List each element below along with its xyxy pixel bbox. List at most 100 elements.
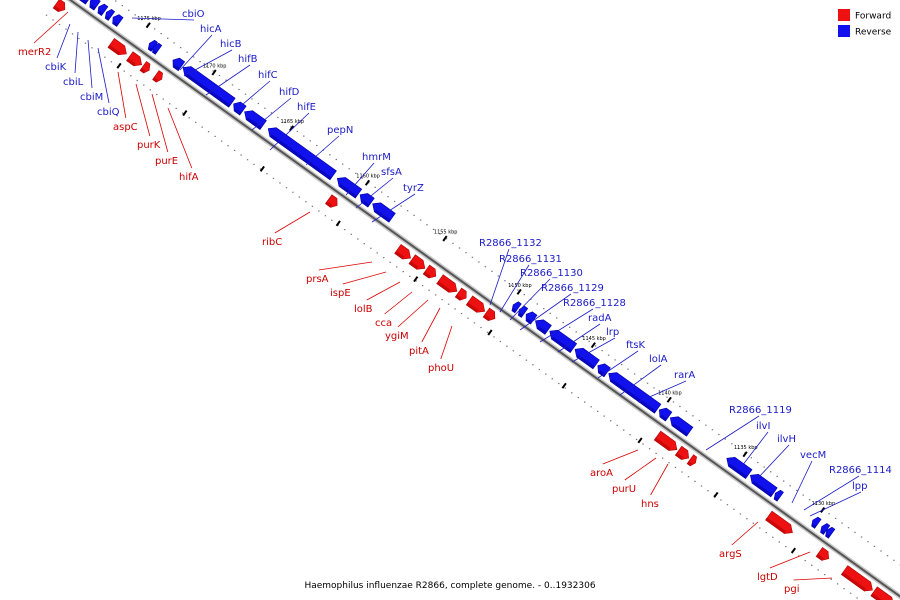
gene-cbiK[interactable] bbox=[73, 0, 93, 5]
gene-lrp[interactable] bbox=[595, 361, 611, 378]
gene-argS[interactable] bbox=[765, 510, 796, 537]
gene-R2866_1129[interactable] bbox=[532, 316, 552, 335]
gene-lolA[interactable] bbox=[656, 405, 673, 422]
gene-label-cbiL[interactable]: cbiL bbox=[63, 77, 84, 88]
gene-hns[interactable] bbox=[686, 454, 699, 468]
gene-label-pitA[interactable]: pitA bbox=[409, 346, 429, 357]
gene-R2866_1132[interactable] bbox=[510, 300, 522, 314]
gene-label-ilvI[interactable]: ilvI bbox=[756, 421, 770, 432]
gene-label-cca[interactable]: cca bbox=[375, 318, 392, 329]
gene-rarA[interactable] bbox=[667, 413, 694, 437]
gene-label-tyrZ[interactable]: tyrZ bbox=[403, 183, 424, 194]
gene-label-aspC[interactable]: aspC bbox=[113, 122, 138, 133]
gene-label-R2866_1119[interactable]: R2866_1119 bbox=[729, 405, 792, 416]
gene-cbiO[interactable] bbox=[110, 13, 124, 27]
gene-lgtD[interactable] bbox=[815, 547, 832, 563]
gene-arrow[interactable] bbox=[747, 471, 778, 498]
gene-sfsA[interactable] bbox=[357, 190, 375, 208]
gene-label-hifD[interactable]: hifD bbox=[279, 87, 300, 98]
gene-lpp[interactable] bbox=[824, 526, 836, 539]
gene-label-R2866_1129[interactable]: R2866_1129 bbox=[541, 283, 604, 294]
gene-vecM[interactable] bbox=[810, 516, 822, 529]
gene-label-argS[interactable]: argS bbox=[719, 549, 742, 560]
gene-purE[interactable] bbox=[139, 61, 152, 74]
gene-label-hns[interactable]: hns bbox=[641, 499, 659, 510]
gene-radA[interactable] bbox=[572, 345, 600, 370]
gene-arrow[interactable] bbox=[241, 107, 267, 130]
gene-label-cbiQ[interactable]: cbiQ bbox=[97, 107, 120, 118]
gene-arrow[interactable] bbox=[547, 327, 578, 353]
gene-label-hicB[interactable]: hicB bbox=[220, 39, 242, 50]
gene-label-rarA[interactable]: rarA bbox=[674, 370, 695, 381]
gene-label-ispE[interactable]: ispE bbox=[330, 288, 351, 299]
gene-tyrZ[interactable] bbox=[369, 199, 396, 223]
gene-label-purU[interactable]: purU bbox=[612, 484, 636, 495]
gene-ilvI[interactable] bbox=[747, 471, 778, 498]
gene-purU[interactable] bbox=[674, 445, 692, 462]
gene-label-vecM[interactable]: vecM bbox=[800, 450, 826, 461]
gene-arrow[interactable] bbox=[686, 454, 699, 468]
gene-arrow[interactable] bbox=[73, 0, 93, 5]
gene-label-ygiM[interactable]: ygiM bbox=[385, 331, 409, 342]
gene-label-aroA[interactable]: aroA bbox=[590, 468, 613, 479]
gene-label-hmrM[interactable]: hmrM bbox=[362, 152, 391, 163]
gene-label-hifB[interactable]: hifB bbox=[238, 54, 258, 65]
gene-pgi[interactable] bbox=[840, 565, 875, 595]
gene-hmrM[interactable] bbox=[334, 174, 363, 199]
gene-label-phoU[interactable]: phoU bbox=[428, 363, 454, 374]
gene-label-cbiO[interactable]: cbiO bbox=[182, 9, 205, 20]
gene-hicB[interactable] bbox=[150, 42, 163, 55]
gene-cca[interactable] bbox=[436, 274, 460, 296]
gene-label-cbiM[interactable]: cbiM bbox=[80, 92, 103, 103]
gene-arrow[interactable] bbox=[265, 124, 337, 181]
gene-label-lolB[interactable]: lolB bbox=[354, 304, 373, 315]
gene-label-merR2[interactable]: merR2 bbox=[18, 47, 51, 58]
gene-arrow[interactable] bbox=[572, 345, 600, 370]
gene-cbiQ[interactable] bbox=[103, 8, 116, 21]
gene-arrow[interactable] bbox=[840, 565, 875, 595]
gene-label-purE[interactable]: purE bbox=[155, 156, 178, 167]
gene-ilvH[interactable] bbox=[772, 489, 784, 502]
gene-phoU[interactable] bbox=[482, 307, 498, 323]
gene-ftsK[interactable] bbox=[606, 369, 662, 414]
gene-purK[interactable] bbox=[126, 51, 145, 69]
gene-label-pgi[interactable]: pgi bbox=[784, 584, 799, 595]
gene-label-R2866_1132[interactable]: R2866_1132 bbox=[479, 238, 542, 249]
gene-R2866_1114[interactable] bbox=[819, 522, 831, 535]
gene-label-ribC[interactable]: ribC bbox=[262, 237, 282, 248]
gene-hifC[interactable] bbox=[180, 63, 236, 108]
gene-aroA[interactable] bbox=[653, 430, 680, 454]
gene-label-hifE[interactable]: hifE bbox=[297, 102, 316, 113]
gene-lolB[interactable] bbox=[422, 264, 439, 281]
gene-aspC[interactable] bbox=[107, 38, 130, 58]
gene-label-radA[interactable]: radA bbox=[588, 313, 612, 324]
gene-label-sfsA[interactable]: sfsA bbox=[381, 167, 402, 178]
gene-pitA[interactable] bbox=[465, 295, 488, 316]
gene-ribC[interactable] bbox=[325, 194, 340, 210]
gene-label-ftsK[interactable]: ftsK bbox=[626, 340, 645, 351]
gene-label-lolA[interactable]: lolA bbox=[649, 354, 668, 365]
gene-label-purK[interactable]: purK bbox=[137, 140, 161, 151]
gene-arrow[interactable] bbox=[765, 510, 796, 537]
gene-arrow[interactable] bbox=[532, 316, 552, 335]
gene-label-prsA[interactable]: prsA bbox=[306, 274, 329, 285]
gene-hifA[interactable] bbox=[152, 70, 165, 84]
gene-prsA[interactable] bbox=[394, 244, 414, 262]
gene-merR2[interactable] bbox=[52, 0, 68, 14]
gene-arrow[interactable] bbox=[436, 274, 460, 296]
gene-ispE[interactable] bbox=[408, 254, 428, 273]
gene-label-R2866_1130[interactable]: R2866_1130 bbox=[520, 268, 583, 279]
gene-label-R2866_1131[interactable]: R2866_1131 bbox=[499, 254, 562, 265]
gene-label-lrp[interactable]: lrp bbox=[606, 327, 619, 338]
gene-hifB[interactable] bbox=[170, 56, 186, 72]
gene-cbiM[interactable] bbox=[96, 2, 109, 17]
gene-label-lgtD[interactable]: lgtD bbox=[757, 572, 778, 583]
gene-arrow[interactable] bbox=[334, 174, 363, 199]
gene-label-pepN[interactable]: pepN bbox=[327, 125, 353, 136]
gene-hifD[interactable] bbox=[230, 99, 247, 116]
gene-label-R2866_1114[interactable]: R2866_1114 bbox=[829, 465, 892, 476]
gene-cbiL[interactable] bbox=[87, 0, 101, 11]
gene-label-hifC[interactable]: hifC bbox=[258, 70, 278, 81]
gene-label-R2866_1128[interactable]: R2866_1128 bbox=[563, 298, 626, 309]
gene-ygiM[interactable] bbox=[454, 287, 469, 302]
